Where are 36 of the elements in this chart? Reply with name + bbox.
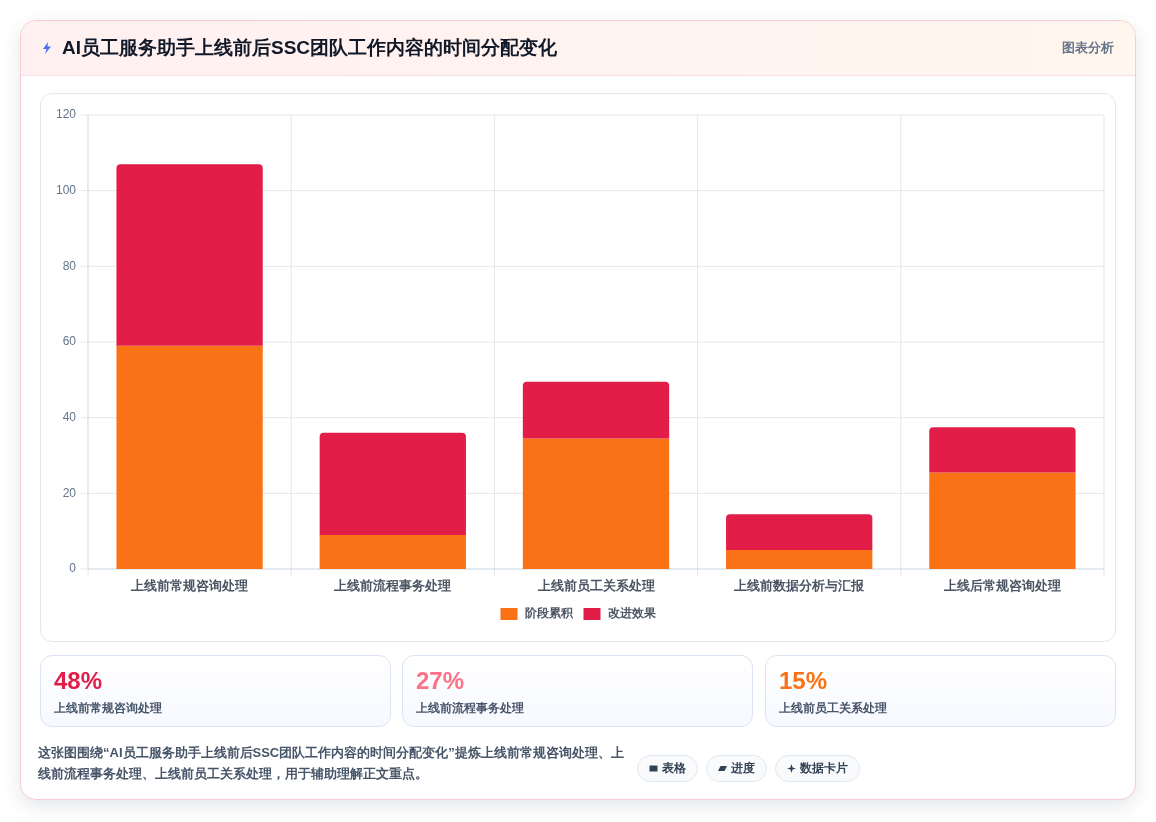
- bar: [319, 534, 466, 569]
- x-tick-label: 上线前数据分析与汇报: [733, 578, 866, 594]
- text: 上线前流程事务处理: [416, 700, 524, 716]
- x-tick-label: 上线后常规咨询处理: [942, 578, 1061, 594]
- bar: [726, 514, 873, 551]
- y-tick-label: 40: [62, 409, 77, 424]
- y-tick-label: 0: [69, 561, 77, 576]
- bar: [929, 472, 1076, 569]
- y-tick-label: 100: [55, 182, 77, 197]
- text: 48%: [54, 666, 103, 696]
- text: 15%: [779, 666, 828, 696]
- bar: [116, 164, 263, 346]
- x-tick-label: 上线前常规咨询处理: [130, 578, 249, 594]
- text: 27%: [416, 666, 465, 696]
- legend-label: 阶段累积: [524, 606, 574, 621]
- y-tick-label: 60: [62, 334, 77, 349]
- text: 这张图围绕“AI员工服务助手上线前后SSC团队工作内容的时间分配变化”提炼上线前常规咨询处理、上线前流程事务处理、上线前员工关系处理，用于辅助理解正文重点。: [38, 744, 625, 783]
- text: 表格: [662, 761, 686, 776]
- text: 上线前常规咨询处理: [54, 700, 162, 716]
- text: 数据卡片: [800, 761, 848, 776]
- bar: [726, 550, 873, 569]
- bar: [522, 438, 670, 569]
- text: 进度: [731, 761, 755, 776]
- text: 图表分析: [1062, 40, 1114, 57]
- text: 上线前员工关系处理: [779, 700, 887, 716]
- bar: [522, 381, 670, 439]
- y-tick-label: 120: [55, 107, 77, 122]
- x-tick-label: 上线前员工关系处理: [536, 578, 655, 594]
- y-tick-label: 20: [62, 485, 77, 500]
- x-tick-label: 上线前流程事务处理: [333, 578, 452, 594]
- chart-title: AI员工服务助手上线前后SSC团队工作内容的时间分配变化: [62, 36, 558, 60]
- bar: [319, 432, 466, 535]
- bar: [116, 345, 263, 569]
- legend-label: 改进效果: [607, 606, 657, 621]
- bar: [929, 427, 1076, 473]
- y-tick-label: 80: [62, 258, 77, 273]
